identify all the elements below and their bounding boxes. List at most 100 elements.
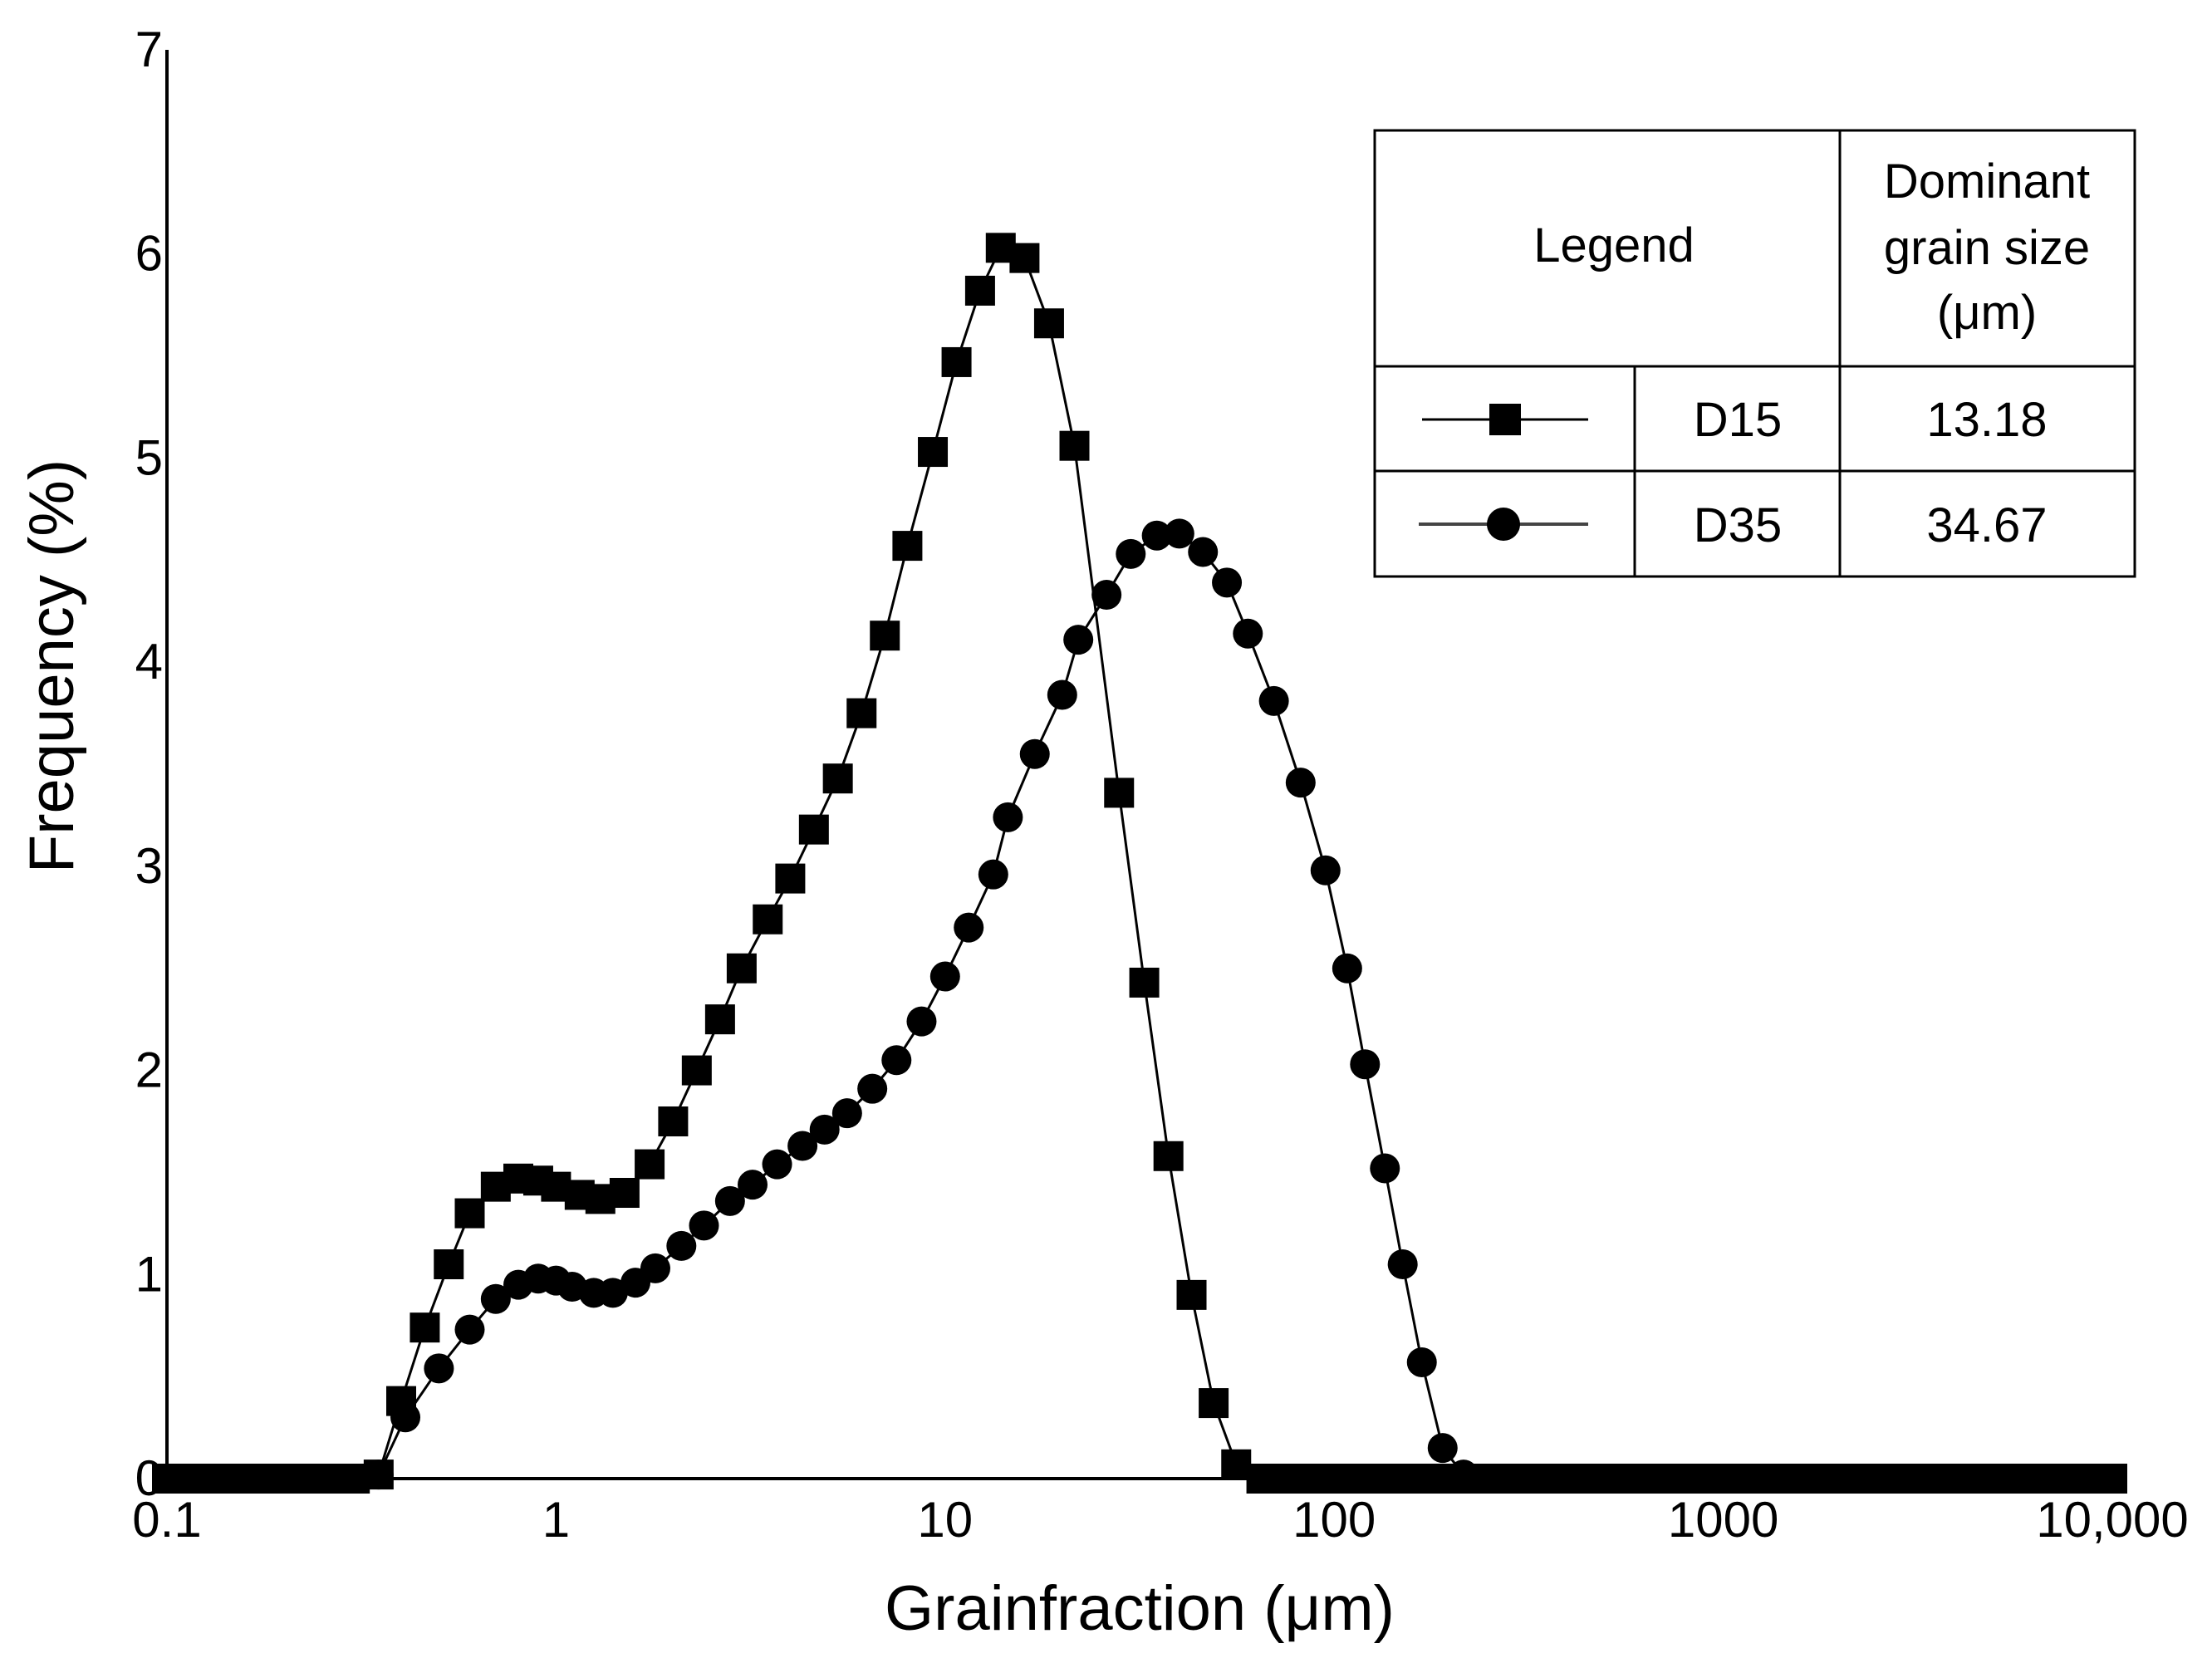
data-point-d35 [1793,1464,1824,1494]
data-point-d35 [738,1170,768,1200]
data-point-d35 [1981,1464,2012,1494]
data-point-d35 [1258,685,1289,716]
data-point-d35 [269,1464,300,1494]
data-point-d35 [640,1253,670,1283]
data-point-d15 [753,904,783,935]
data-point-d35 [762,1149,792,1180]
data-point-d35 [424,1353,454,1384]
data-point-d35 [199,1464,229,1494]
legend-border [1373,129,2136,578]
data-point-d35 [1164,518,1194,549]
data-point-d15 [941,346,972,377]
data-point-d35 [1047,679,1077,710]
data-point-d15 [964,275,995,306]
data-point-d35 [993,802,1023,832]
data-point-d15 [798,814,829,845]
data-point-d35 [223,1464,253,1494]
y-tick-label: 6 [135,226,163,282]
data-point-d35 [340,1464,370,1494]
data-point-d35 [390,1402,421,1433]
data-point-d15 [681,1055,712,1086]
data-point-d15 [1153,1141,1184,1171]
x-tick-label: 100 [1292,1492,1376,1548]
data-point-d35 [881,1045,912,1076]
data-point-d35 [1350,1049,1381,1080]
data-point-d15 [1199,1388,1229,1419]
data-point-d35 [1387,1249,1418,1279]
legend-table: Legend Dominant grain size (μm) D15 13.1… [1373,129,2136,578]
legend-header-legend: Legend [1533,218,1695,272]
data-point-d35 [454,1314,485,1345]
data-point-d15 [846,698,877,729]
data-point-d15 [454,1198,485,1229]
data-point-d35 [714,1185,745,1216]
data-point-d35 [1474,1464,1504,1494]
data-point-d35 [1370,1153,1400,1184]
data-point-d35 [1233,618,1263,649]
data-point-d15 [775,863,806,894]
data-point-d35 [1212,567,1243,598]
data-point-d35 [787,1131,818,1161]
x-tick-labels: 0.1 1 10 100 1000 10,000 [132,1492,2188,1548]
data-point-d35 [1874,1464,1905,1494]
data-point-d15 [410,1312,440,1343]
data-point-d15 [1221,1449,1252,1479]
data-point-d35 [1767,1464,1798,1494]
data-point-d35 [1553,1464,1584,1494]
data-point-d35 [1526,1464,1557,1494]
legend-header-size-line2: grain size [1884,221,2090,275]
data-point-d15 [870,621,900,651]
data-point-d35 [666,1230,697,1261]
data-point-d35 [1019,738,1050,769]
data-point-d15 [1059,430,1090,461]
data-point-d15 [726,953,757,984]
data-point-d15 [1176,1279,1207,1310]
data-point-d35 [1581,1464,1611,1494]
data-point-d35 [954,912,984,943]
legend-d15-value: 13.18 [1926,393,2047,447]
data-point-d15 [1033,308,1064,339]
data-point-d15 [822,763,853,794]
data-point-d15 [609,1178,640,1208]
y-tick-label: 1 [135,1246,163,1302]
data-point-d15 [658,1106,689,1136]
data-point-d35 [831,1098,862,1129]
legend-header-size-line3: (μm) [1937,286,2037,340]
data-point-d35 [809,1114,840,1145]
data-point-d35 [929,961,960,992]
data-point-d35 [246,1464,277,1494]
data-point-d35 [1332,953,1362,984]
x-tick-label: 1000 [1668,1492,1778,1548]
data-point-d35 [1406,1347,1437,1377]
data-point-d15 [1129,967,1160,998]
data-point-d15 [892,531,923,562]
data-point-d35 [1310,855,1341,886]
legend-d15-square-marker [1489,404,1521,435]
x-tick-label: 10 [917,1492,973,1548]
series-d35 [152,518,2127,1494]
data-point-d35 [1901,1464,1931,1494]
data-point-d35 [906,1006,937,1037]
data-point-d35 [2035,1464,2066,1494]
data-point-d35 [1955,1464,1985,1494]
data-point-d15 [434,1249,464,1279]
legend-d15-name: D15 [1694,393,1782,447]
data-point-d15 [1293,1464,1324,1494]
series-layer [152,233,2127,1494]
data-point-d35 [1928,1464,1959,1494]
data-point-d35 [363,1460,394,1490]
legend-d35-name: D35 [1694,498,1782,552]
y-tick-label: 4 [135,634,163,689]
data-point-d35 [1660,1464,1690,1494]
y-axis-title: Frequency (%) [17,459,87,873]
y-tick-label: 7 [135,22,163,77]
data-point-d35 [2062,1464,2092,1494]
data-point-d35 [1632,1464,1663,1494]
data-point-d35 [857,1073,888,1104]
data-point-d35 [1188,537,1219,567]
legend-header-size-line1: Dominant [1884,155,2090,208]
y-tick-label: 5 [135,429,163,485]
data-point-d35 [1740,1464,1771,1494]
